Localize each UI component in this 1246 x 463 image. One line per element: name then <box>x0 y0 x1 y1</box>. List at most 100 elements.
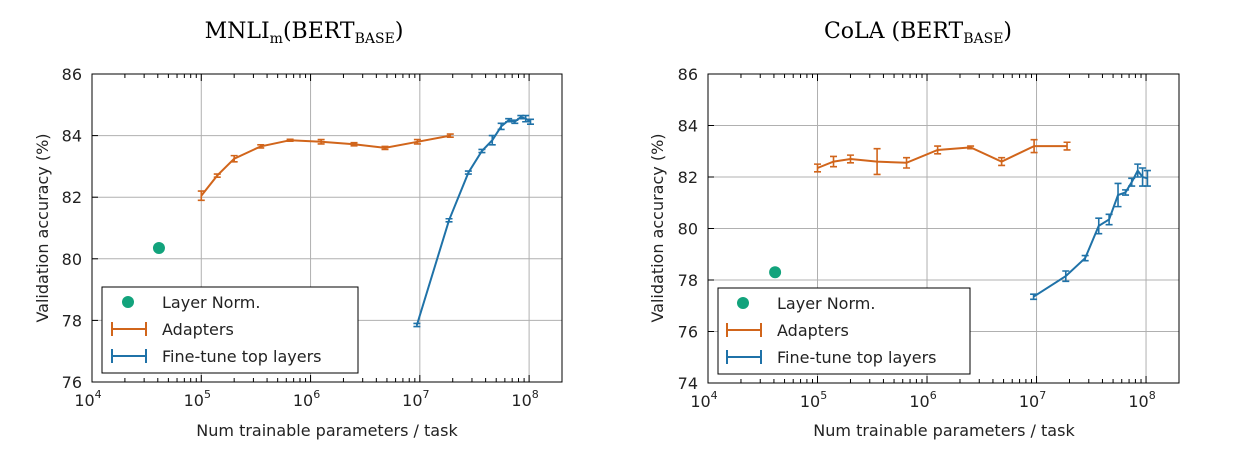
legend-entry-adapters: Adapters <box>111 320 234 339</box>
error-bar <box>350 141 358 147</box>
x-tick-label: 106 <box>909 389 936 411</box>
error-bar <box>522 114 530 123</box>
error-bar <box>998 156 1006 167</box>
y-tick-label: 76 <box>678 323 698 342</box>
y-tick-label: 78 <box>62 311 82 330</box>
legend: Layer Norm. Adapters Fine-tune top layer… <box>717 287 971 375</box>
series-adapters <box>814 138 1071 176</box>
y-tick-label: 78 <box>678 271 698 290</box>
error-bar <box>511 119 519 125</box>
legend-label-layer-norm: Layer Norm. <box>777 294 875 313</box>
error-bar <box>1114 182 1122 208</box>
legend-swatch-fine-tune <box>726 350 762 364</box>
legend-entry-fine-tune: Fine-tune top layers <box>726 348 937 367</box>
series-layer-norm <box>152 242 165 255</box>
tick-marks <box>91 73 563 383</box>
error-bar <box>1143 169 1151 187</box>
error-bar <box>1134 163 1142 178</box>
legend-entry-adapters: Adapters <box>726 321 849 340</box>
y-tick-label: 80 <box>62 250 82 269</box>
error-bar <box>846 154 854 164</box>
series-line <box>200 134 451 197</box>
error-bar <box>527 118 535 126</box>
legend-swatch-adapters <box>726 323 762 337</box>
chart-title: MNLIm(BERTBASE) <box>205 19 404 47</box>
error-bar <box>413 322 421 328</box>
series-fine-tune-top-layers <box>1030 163 1151 301</box>
error-bar <box>1105 213 1113 226</box>
error-bar <box>1128 177 1136 187</box>
error-bar <box>478 148 486 154</box>
x-tick-label: 107 <box>402 388 429 410</box>
error-bar <box>286 138 294 142</box>
error-bar <box>413 138 421 145</box>
error-bar <box>934 145 942 155</box>
x-tick-label: 104 <box>690 389 717 411</box>
error-bar <box>445 217 453 223</box>
error-bar <box>1081 254 1089 262</box>
y-tick-label: 74 <box>678 374 698 393</box>
error-bar <box>1030 138 1038 154</box>
y-tick-label: 84 <box>62 127 82 146</box>
y-tick-label: 80 <box>678 220 698 239</box>
legend-label-adapters: Adapters <box>162 320 234 339</box>
error-bar <box>873 147 881 176</box>
data-point <box>152 242 165 255</box>
legend-label-layer-norm: Layer Norm. <box>162 293 260 312</box>
x-tick-label: 105 <box>800 389 827 411</box>
x-tick-labels: 104 105 106 107 108 <box>74 388 538 410</box>
series-layer-norm <box>769 266 782 279</box>
x-tick-label: 107 <box>1019 389 1046 411</box>
series-layer <box>152 114 535 328</box>
y-tick-label: 82 <box>62 188 82 207</box>
plot-frame <box>91 73 563 383</box>
chart-cola: CoLA (BERTBASE) 74 76 78 80 82 84 86 104 105 106… <box>648 19 1180 440</box>
error-bar <box>213 173 221 178</box>
series-line <box>817 145 1068 169</box>
y-axis-label: Validation accuracy (%) <box>33 133 52 322</box>
y-tick-label: 82 <box>678 168 698 187</box>
error-bar <box>197 190 205 202</box>
legend-entry-layer-norm: Layer Norm. <box>122 293 260 312</box>
error-bar <box>903 156 911 169</box>
y-tick-label: 86 <box>62 65 82 84</box>
y-tick-labels: 76 78 80 82 84 86 <box>62 65 82 392</box>
error-bar <box>317 138 325 145</box>
legend: Layer Norm. Adapters Fine-tune top layer… <box>101 286 359 374</box>
error-bar <box>381 145 389 151</box>
y-axis-label: Validation accuracy (%) <box>648 133 667 322</box>
legend-label-fine-tune: Fine-tune top layers <box>162 347 322 366</box>
legend-swatch-layer-norm <box>737 297 749 309</box>
x-tick-label: 108 <box>1128 389 1155 411</box>
x-tick-labels: 104 105 106 107 108 <box>690 389 1155 411</box>
x-tick-label: 105 <box>184 388 211 410</box>
error-bar <box>830 155 838 168</box>
error-bar <box>464 170 472 175</box>
chart-title: CoLA (BERTBASE) <box>824 19 1012 47</box>
error-bar <box>505 117 513 123</box>
legend-entry-layer-norm: Layer Norm. <box>737 294 875 313</box>
error-bar <box>1030 293 1038 301</box>
series-adapters <box>197 133 454 202</box>
error-bar <box>1095 217 1103 235</box>
error-bar <box>497 122 505 131</box>
error-bar <box>967 145 975 150</box>
y-tick-label: 76 <box>62 373 82 392</box>
x-tick-label: 104 <box>74 388 101 410</box>
error-bar <box>230 154 238 163</box>
series-line <box>1033 168 1148 298</box>
error-bar <box>814 163 822 173</box>
tick-marks <box>707 73 1180 384</box>
error-bar <box>257 144 265 149</box>
series-line <box>415 115 532 326</box>
legend-label-adapters: Adapters <box>777 321 849 340</box>
legend-swatch-fine-tune <box>111 349 147 363</box>
error-bar <box>488 134 496 146</box>
legend-swatch-layer-norm <box>122 296 134 308</box>
y-tick-label: 86 <box>678 65 698 84</box>
legend-entry-fine-tune: Fine-tune top layers <box>111 347 322 366</box>
legend-swatch-adapters <box>111 322 147 336</box>
data-point <box>769 266 782 279</box>
